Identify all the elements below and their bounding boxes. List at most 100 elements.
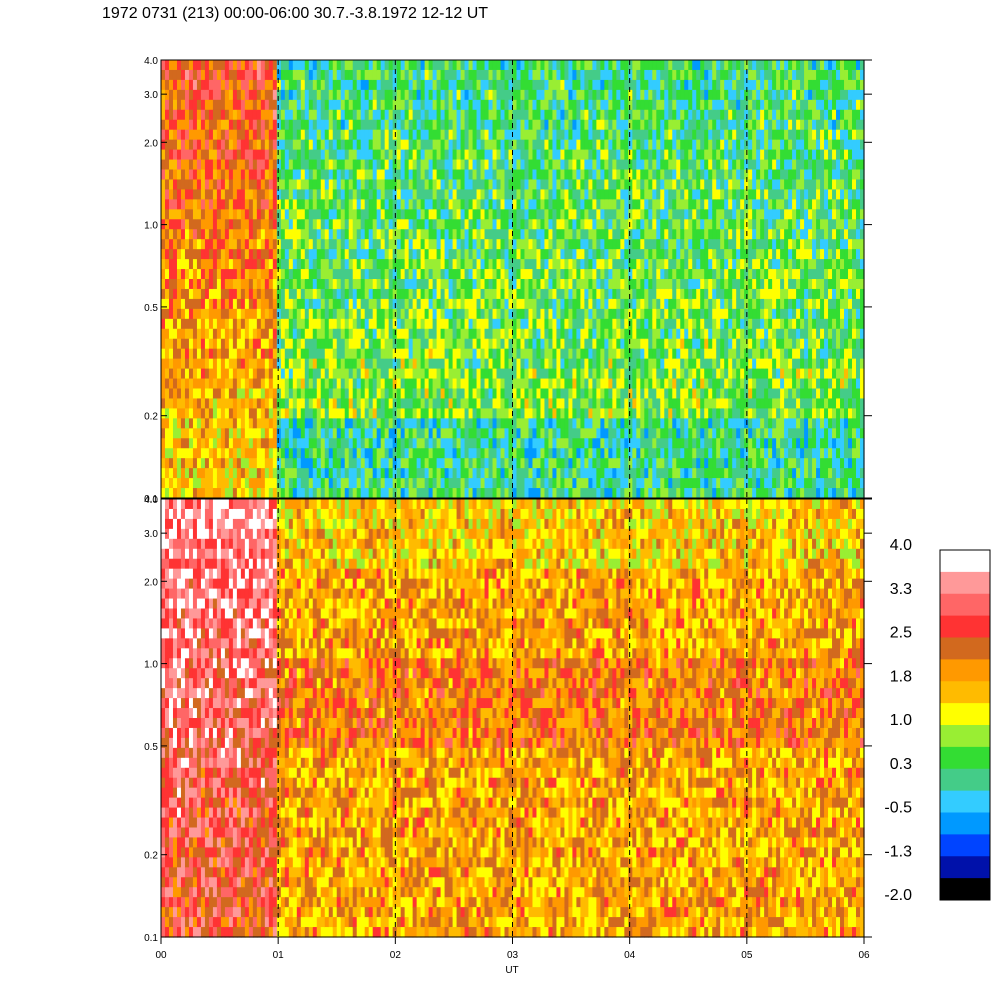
heatmap-cell [564, 269, 569, 280]
heatmap-cell [532, 179, 537, 190]
heatmap-cell [325, 418, 330, 429]
heatmap-cell [357, 229, 362, 240]
heatmap-cell [201, 289, 206, 300]
heatmap-cell [513, 90, 518, 101]
heatmap-cell [501, 299, 506, 310]
heatmap-cell [556, 269, 561, 280]
heatmap-cell [417, 369, 422, 380]
heatmap-cell [209, 60, 214, 71]
heatmap-cell [556, 488, 561, 499]
heatmap-cell [437, 468, 442, 479]
heatmap-cell [185, 339, 190, 350]
heatmap-cell [469, 239, 474, 250]
heatmap-cell [580, 289, 585, 300]
heatmap-cell [273, 110, 278, 121]
heatmap-cell [457, 369, 462, 380]
heatmap-cell [552, 199, 557, 210]
heatmap-cell [453, 329, 458, 340]
heatmap-cell [305, 219, 310, 230]
heatmap-cell [429, 458, 434, 469]
heatmap-cell [389, 199, 394, 210]
heatmap-cell [389, 379, 394, 390]
heatmap-cell [313, 120, 318, 131]
heatmap-cell [165, 70, 170, 81]
heatmap-cell [592, 389, 597, 400]
heatmap-cell [445, 130, 450, 141]
heatmap-cell [429, 209, 434, 220]
heatmap-cell [345, 170, 350, 181]
heatmap-cell [185, 389, 190, 400]
heatmap-cell [556, 289, 561, 300]
heatmap-cell [465, 309, 470, 320]
heatmap-cell [345, 289, 350, 300]
heatmap-cell [544, 299, 549, 310]
heatmap-cell [445, 179, 450, 190]
heatmap-cell [181, 179, 186, 190]
heatmap-cell [313, 309, 318, 320]
heatmap-cell [249, 60, 254, 71]
heatmap-cell [365, 199, 370, 210]
heatmap-cell [397, 209, 402, 220]
heatmap-cell [213, 160, 218, 171]
heatmap-cell [532, 269, 537, 280]
heatmap-cell [317, 130, 322, 141]
heatmap-cell [497, 299, 502, 310]
heatmap-cell [469, 209, 474, 220]
heatmap-cell [497, 339, 502, 350]
heatmap-cell [473, 488, 478, 499]
heatmap-cell [369, 379, 374, 390]
heatmap-cell [584, 468, 589, 479]
heatmap-cell [513, 349, 518, 360]
heatmap-cell [177, 488, 182, 499]
heatmap-cell [453, 389, 458, 400]
heatmap-cell [365, 80, 370, 91]
heatmap-cell [305, 458, 310, 469]
heatmap-cell [337, 359, 342, 370]
heatmap-cell [297, 189, 302, 200]
heatmap-cell [301, 468, 306, 479]
heatmap-cell [353, 179, 358, 190]
heatmap-cell [385, 398, 390, 409]
heatmap-cell [596, 209, 601, 220]
heatmap-cell [293, 189, 298, 200]
heatmap-cell [205, 70, 210, 81]
heatmap-cell [253, 90, 258, 101]
heatmap-cell [441, 239, 446, 250]
heatmap-cell [389, 428, 394, 439]
heatmap-cell [361, 150, 366, 161]
heatmap-cell [361, 199, 366, 210]
heatmap-cell [313, 100, 318, 111]
heatmap-cell [489, 90, 494, 101]
heatmap-cell [221, 339, 226, 350]
heatmap-cell [345, 160, 350, 171]
heatmap-cell [600, 339, 605, 350]
heatmap-cell [505, 259, 510, 270]
heatmap-cell [596, 70, 601, 81]
heatmap-cell [341, 189, 346, 200]
heatmap-cell [481, 299, 486, 310]
heatmap-cell [241, 130, 246, 141]
heatmap-cell [544, 120, 549, 131]
heatmap-cell [505, 100, 510, 111]
heatmap-cell [269, 100, 274, 111]
heatmap-cell [237, 130, 242, 141]
heatmap-cell [209, 120, 214, 131]
heatmap-cell [429, 398, 434, 409]
heatmap-cell [445, 70, 450, 81]
heatmap-cell [257, 389, 262, 400]
heatmap-cell [361, 229, 366, 240]
heatmap-cell [261, 329, 266, 340]
heatmap-cell [173, 329, 178, 340]
heatmap-cell [465, 478, 470, 489]
heatmap-cell [429, 359, 434, 370]
heatmap-cell [181, 70, 186, 81]
heatmap-cell [564, 259, 569, 270]
heatmap-cell [389, 478, 394, 489]
heatmap-cell [217, 309, 222, 320]
heatmap-cell [421, 199, 426, 210]
heatmap-cell [548, 80, 553, 91]
heatmap-cell [417, 120, 422, 131]
heatmap-cell [445, 259, 450, 270]
heatmap-cell [465, 398, 470, 409]
heatmap-cell [564, 130, 569, 141]
